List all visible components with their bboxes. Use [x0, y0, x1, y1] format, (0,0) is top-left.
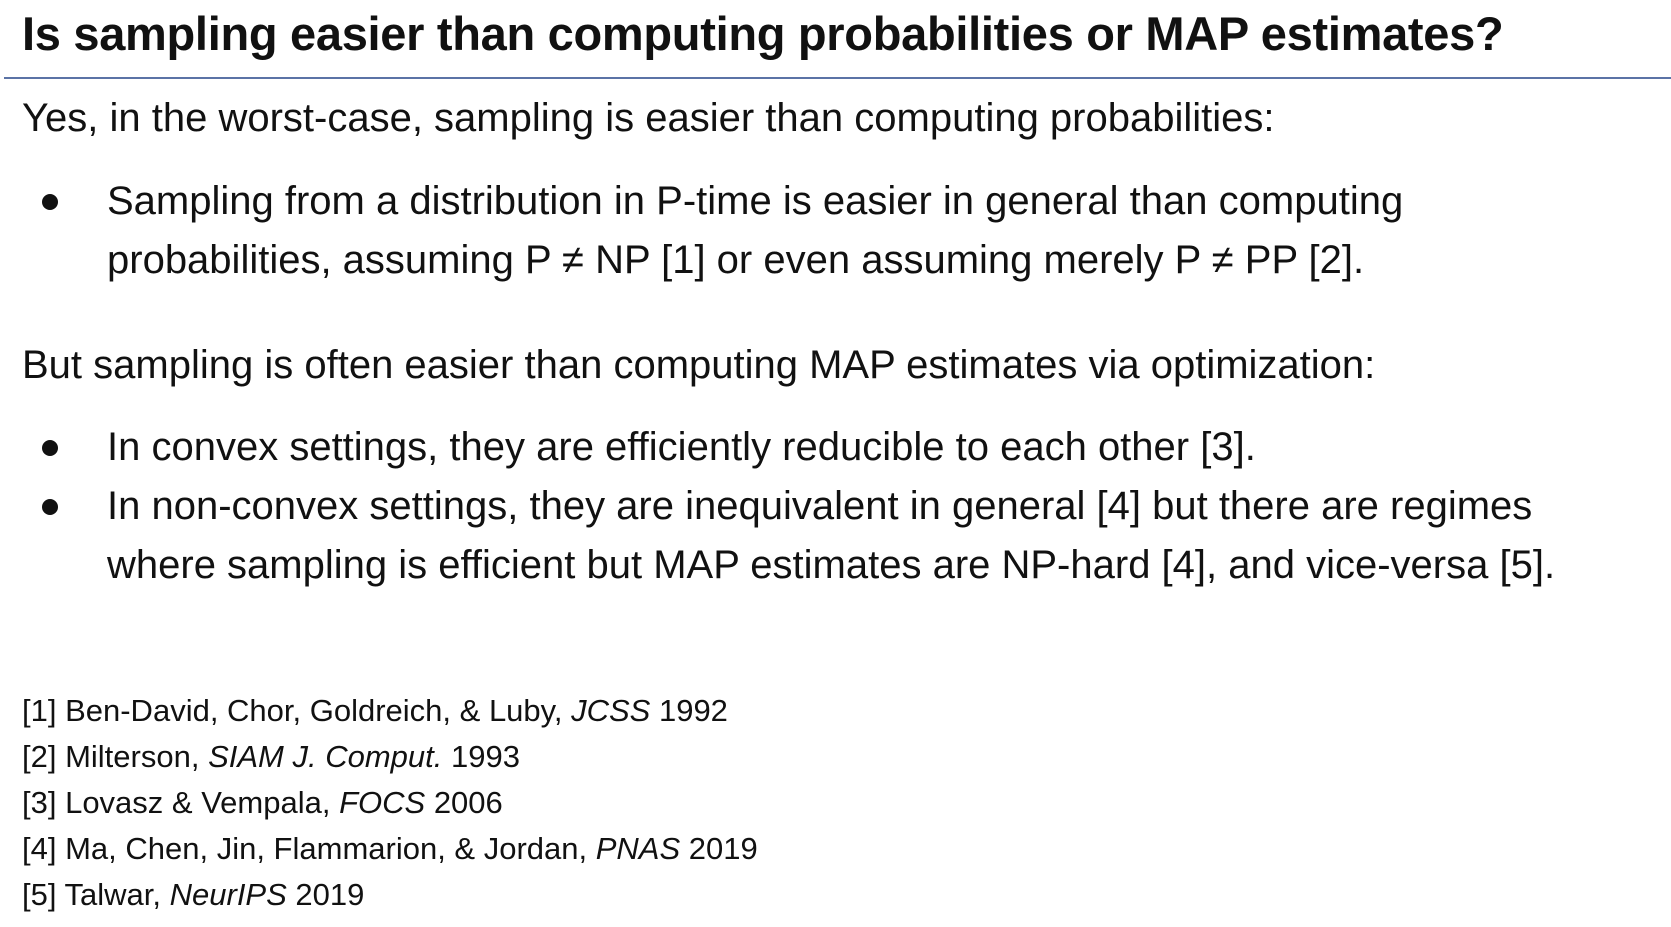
reference-item: [3] Lovasz & Vempala, FOCS 2006: [22, 780, 758, 826]
bullet-line: In convex settings, they are efficiently…: [107, 425, 1256, 469]
reference-year: 1992: [650, 693, 728, 728]
reference-venue: NeurIPS: [169, 877, 287, 912]
section2-intro: But sampling is often easier than comput…: [22, 343, 1376, 387]
section2-bullet-1: In convex settings, they are efficiently…: [0, 418, 1671, 477]
bullet-line: probabilities, assuming P ≠ NP [1] or ev…: [107, 238, 1365, 282]
section2-bullet-list: In convex settings, they are efficiently…: [0, 418, 1671, 595]
reference-year: 2006: [425, 785, 503, 820]
slide-title: Is sampling easier than computing probab…: [22, 7, 1504, 60]
reference-venue: FOCS: [339, 785, 426, 820]
references-list: [1] Ben-David, Chor, Goldreich, & Luby, …: [22, 688, 758, 918]
reference-item: [1] Ben-David, Chor, Goldreich, & Luby, …: [22, 688, 758, 734]
reference-authors: [1] Ben-David, Chor, Goldreich, & Luby,: [22, 693, 572, 728]
reference-venue: PNAS: [595, 831, 681, 866]
bullet-line: In non-convex settings, they are inequiv…: [107, 484, 1533, 528]
bullet-dot-icon: [42, 194, 58, 210]
reference-authors: [2] Milterson,: [22, 739, 209, 774]
bullet-line: Sampling from a distribution in P-time i…: [107, 179, 1404, 223]
section1-bullet-list: Sampling from a distribution in P-time i…: [0, 172, 1671, 290]
reference-venue: SIAM J. Comput.: [208, 739, 443, 774]
reference-item: [4] Ma, Chen, Jin, Flammarion, & Jordan,…: [22, 826, 758, 872]
section2-bullet-2: In non-convex settings, they are inequiv…: [0, 477, 1671, 595]
bullet-dot-icon: [42, 440, 58, 456]
section1-bullet-1: Sampling from a distribution in P-time i…: [0, 172, 1671, 290]
reference-venue: JCSS: [571, 693, 651, 728]
reference-year: 1993: [442, 739, 520, 774]
reference-year: 2019: [680, 831, 758, 866]
section1-intro: Yes, in the worst-case, sampling is easi…: [22, 96, 1275, 140]
title-divider: [4, 77, 1671, 79]
reference-item: [2] Milterson, SIAM J. Comput. 1993: [22, 734, 758, 780]
reference-year: 2019: [286, 877, 365, 912]
reference-authors: [3] Lovasz & Vempala,: [22, 785, 340, 820]
reference-authors: [4] Ma, Chen, Jin, Flammarion, & Jordan,: [22, 831, 596, 866]
reference-item: [5] Talwar, NeurIPS 2019: [22, 872, 758, 918]
reference-authors: [5] Talwar,: [22, 877, 170, 912]
bullet-line: where sampling is efficient but MAP esti…: [107, 543, 1556, 587]
bullet-dot-icon: [42, 499, 58, 515]
